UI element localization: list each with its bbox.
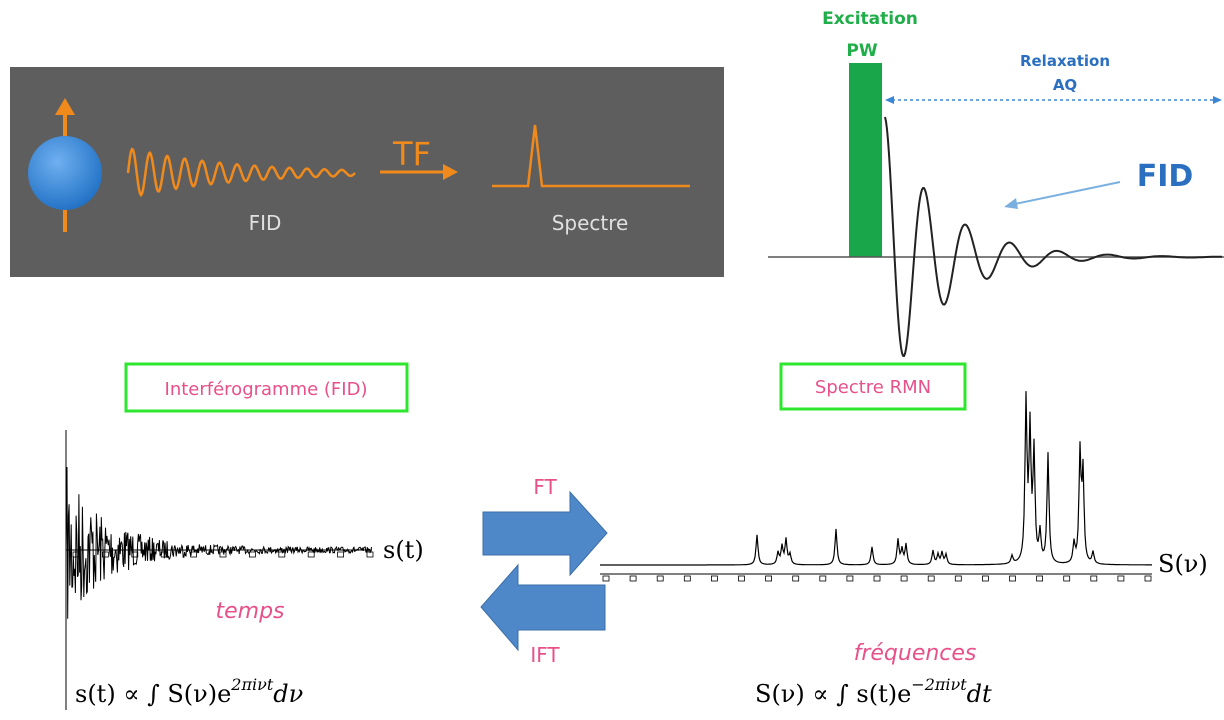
time-signal: s(t) <box>383 536 424 564</box>
tick <box>900 575 908 582</box>
interferogram-title: Interférogramme (FID) <box>165 379 368 400</box>
tick <box>765 575 772 582</box>
tick <box>846 575 854 582</box>
aq-label: AQ <box>1053 76 1077 94</box>
box <box>124 362 409 413</box>
tick <box>102 551 109 558</box>
freq-label: fréquences <box>854 641 977 666</box>
fid-pointer <box>1014 181 1121 205</box>
time-label: temps <box>215 599 284 624</box>
spin-sphere <box>28 136 102 210</box>
tick <box>248 551 256 558</box>
tick <box>307 551 315 558</box>
tick <box>278 551 286 558</box>
fid-wave <box>126 147 356 198</box>
pw-label: PW <box>846 41 877 61</box>
tick <box>927 575 935 582</box>
tick <box>629 575 637 582</box>
tick <box>219 551 227 558</box>
fid-big-label: FID <box>1137 159 1194 194</box>
formula-right: S(ν) ∝ ∫ s(t)e−2πiνtdt <box>755 675 992 708</box>
freq-signal: S(ν) <box>1158 550 1208 578</box>
ft-arrow <box>482 490 608 577</box>
ift-label: IFT <box>530 643 560 667</box>
tf-label: TF <box>392 135 431 173</box>
spectrum-peak <box>492 124 690 188</box>
formula-left: s(t) ∝ ∫ S(ν)e2πiνtdν <box>75 675 303 708</box>
tick <box>1117 575 1125 582</box>
tick <box>1090 575 1098 582</box>
tick <box>160 551 168 558</box>
tick <box>873 575 881 582</box>
freq-ticks <box>602 575 1152 582</box>
aq-arrowhead <box>1213 96 1222 104</box>
spectrum-title: Spectre RMN <box>815 377 931 398</box>
tick <box>982 575 989 582</box>
tick <box>711 575 718 582</box>
panel <box>10 67 724 277</box>
tf-arrowhead <box>443 164 458 180</box>
tick <box>954 575 962 582</box>
time-ticks <box>72 551 374 558</box>
tick <box>792 575 800 582</box>
tick <box>190 551 198 558</box>
tick <box>656 575 664 582</box>
pulse <box>849 63 882 257</box>
tick <box>1036 575 1043 582</box>
tick <box>131 551 139 558</box>
ift-arrow <box>480 563 606 652</box>
fid-decay <box>884 116 1222 358</box>
tick <box>819 575 827 582</box>
tick <box>366 551 374 558</box>
tick <box>683 575 691 582</box>
tick <box>1063 575 1071 582</box>
excitation-label: Excitation <box>822 9 918 29</box>
fid-label: FID <box>249 211 282 235</box>
ft-label: FT <box>533 475 557 499</box>
spin-arrowhead <box>55 98 75 115</box>
fid-signal <box>65 430 372 710</box>
aq-arrowhead <box>885 96 894 104</box>
tick <box>1144 575 1152 582</box>
box <box>779 362 967 411</box>
relaxation-label: Relaxation <box>1020 52 1110 70</box>
tick <box>602 575 610 582</box>
tick <box>72 551 80 558</box>
nmr-spectrum <box>600 391 1152 566</box>
spectrum-label: Spectre <box>552 211 629 235</box>
tick <box>337 551 345 558</box>
tick <box>1009 575 1016 582</box>
tick <box>738 575 745 582</box>
fid-pointer-head <box>1004 198 1018 209</box>
